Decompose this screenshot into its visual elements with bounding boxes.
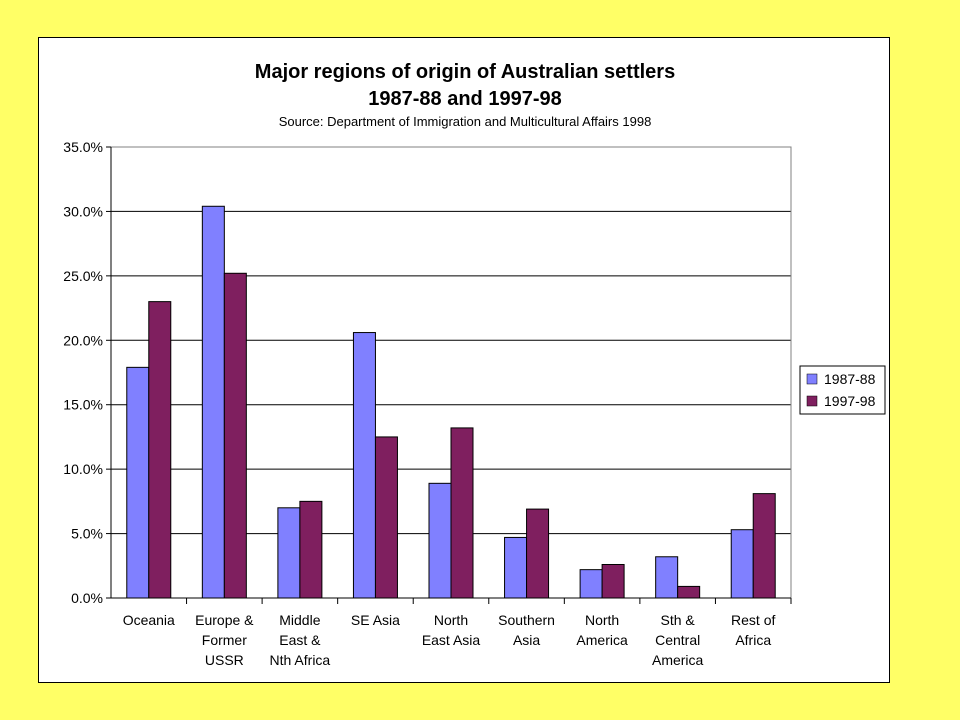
category-label-line: North (585, 612, 619, 628)
category-label-line: Southern (498, 612, 555, 628)
category-label: Middle East & Nth Africa (270, 612, 331, 668)
y-tick-label: 5.0% (71, 526, 103, 542)
category-label: Southern Asia (498, 612, 555, 648)
bar-1987-88-5 (504, 536, 528, 599)
category-label: SE Asia (351, 612, 400, 628)
y-tick-label: 10.0% (63, 461, 103, 477)
bar-1987-88-6 (579, 569, 603, 599)
category-label-line: Rest of (731, 612, 775, 628)
y-tick-label: 30.0% (63, 203, 103, 219)
bar-1987-88-1 (201, 205, 225, 599)
category-label-line: Sth & (661, 612, 696, 628)
bar-1997-98-6 (601, 563, 625, 599)
category-label: Rest of Africa (731, 612, 775, 648)
category-label-line: East Asia (422, 632, 481, 648)
category-label: North East Asia (422, 612, 481, 648)
axes (106, 146, 792, 604)
category-label-line: Nth Africa (270, 652, 331, 668)
bar-1997-98-5 (526, 508, 550, 599)
bar-1997-98-1 (223, 272, 247, 599)
category-label-line: America (652, 652, 704, 668)
bar-1997-98-0 (148, 301, 172, 599)
bars (126, 205, 776, 599)
chart-subtitle: Source: Department of Immigration and Mu… (279, 114, 652, 129)
category-label-line: America (576, 632, 628, 648)
bar-1987-88-8 (730, 529, 754, 599)
category-label-line: Central (655, 632, 700, 648)
y-tick-labels: 0.0% 5.0% 10.0% 15.0% 20.0% 25.0% 30.0% 35.0% (63, 139, 103, 606)
category-label: Oceania (123, 612, 175, 628)
category-label-line: Oceania (123, 612, 175, 628)
bar-1997-98-2 (299, 500, 323, 599)
y-tick-label: 20.0% (63, 332, 103, 348)
category-label-line: Europe & (195, 612, 254, 628)
category-label-line: SE Asia (351, 612, 400, 628)
category-labels: Oceania Europe & Former USSR Middle East & Nth… (123, 612, 776, 668)
chart-title-line-1: Major regions of origin of Australian se… (255, 61, 675, 83)
category-label-line: USSR (205, 652, 244, 668)
category-label: North America (576, 612, 628, 648)
legend-label-1987-88: 1987-88 (824, 371, 876, 387)
bar-1987-88-3 (352, 332, 376, 599)
chart-frame: Major regions of origin of Australian se… (38, 37, 890, 683)
y-tick-label: 0.0% (71, 590, 103, 606)
category-label-line: North (434, 612, 468, 628)
bar-1987-88-0 (126, 366, 150, 599)
chart-title-line-2: 1987-88 and 1997-98 (368, 88, 561, 110)
y-tick-label: 25.0% (63, 268, 103, 284)
legend-label-1997-98: 1997-98 (824, 393, 876, 409)
legend: 1987-88 1997-98 (799, 365, 886, 415)
category-label-line: Former (202, 632, 247, 648)
legend-swatch-1997-98 (806, 395, 818, 407)
y-tick-label: 35.0% (63, 139, 103, 155)
category-label: Sth & Central America (652, 612, 704, 668)
legend-swatch-1987-88 (806, 373, 818, 385)
category-label-line: Africa (735, 632, 771, 648)
y-tick-label: 15.0% (63, 397, 103, 413)
bar-1987-88-7 (655, 556, 679, 599)
category-label-line: East & (279, 632, 321, 648)
category-label-line: Asia (513, 632, 540, 648)
bar-1997-98-8 (752, 493, 776, 599)
bar-1987-88-4 (428, 482, 452, 599)
category-label: Europe & Former USSR (195, 612, 254, 668)
bar-1987-88-2 (277, 507, 301, 599)
bar-1997-98-7 (677, 585, 701, 599)
category-label-line: Middle (279, 612, 320, 628)
bar-1997-98-3 (374, 436, 398, 599)
bar-chart: Major regions of origin of Australian se… (63, 61, 886, 668)
bar-1997-98-4 (450, 427, 474, 599)
